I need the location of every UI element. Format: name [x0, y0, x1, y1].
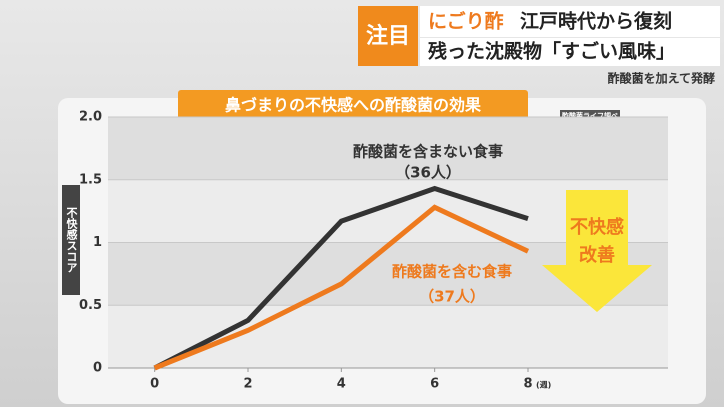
x-tick-label: 4	[337, 377, 346, 392]
header-box	[420, 38, 720, 66]
y-axis-label: 不快感スコア	[65, 207, 79, 273]
x-unit: (週)	[536, 381, 551, 390]
grid-band	[108, 305, 668, 368]
grid-band	[108, 117, 668, 180]
header-box	[420, 6, 720, 37]
improve-arrow	[542, 190, 652, 312]
title-box	[178, 90, 528, 122]
series-label: 酢酸菌を含まない食事	[353, 143, 503, 161]
y-tick-label: 0	[93, 361, 102, 376]
x-tick-label: 8	[523, 377, 532, 392]
header-line: 残った沈殿物「すごい風味」	[428, 40, 675, 63]
callout: 不快感	[570, 216, 624, 238]
header-highlight: にごり酢	[428, 10, 504, 33]
series-count: （37人）	[419, 288, 485, 306]
series-count: （36人）	[395, 164, 461, 182]
x-tick-label: 0	[150, 377, 159, 392]
callout: 改善	[579, 244, 615, 266]
series-label: 酢酸菌を含む食事	[392, 263, 512, 281]
y-tick-label: 2.0	[79, 110, 102, 125]
x-tick-label: 2	[243, 377, 252, 392]
y-tick-label: 1.5	[79, 172, 102, 187]
badge-box	[358, 6, 418, 66]
ylabel-box	[62, 185, 80, 295]
caption: 酢酸菌を加えて発酵	[608, 71, 715, 86]
chart-title: 鼻づまりの不快感への酢酸菌の効果	[225, 96, 481, 115]
source-note: 酢酸菌ライフ調べ	[562, 111, 618, 120]
series-line	[153, 204, 530, 371]
x-tick-label: 6	[430, 377, 439, 392]
y-tick-label: 1	[93, 235, 102, 250]
series-line	[153, 185, 529, 371]
y-tick-label: 0.5	[79, 298, 102, 313]
header-line: 江戸時代から復刻	[520, 10, 672, 33]
badge: 注目	[366, 23, 410, 49]
